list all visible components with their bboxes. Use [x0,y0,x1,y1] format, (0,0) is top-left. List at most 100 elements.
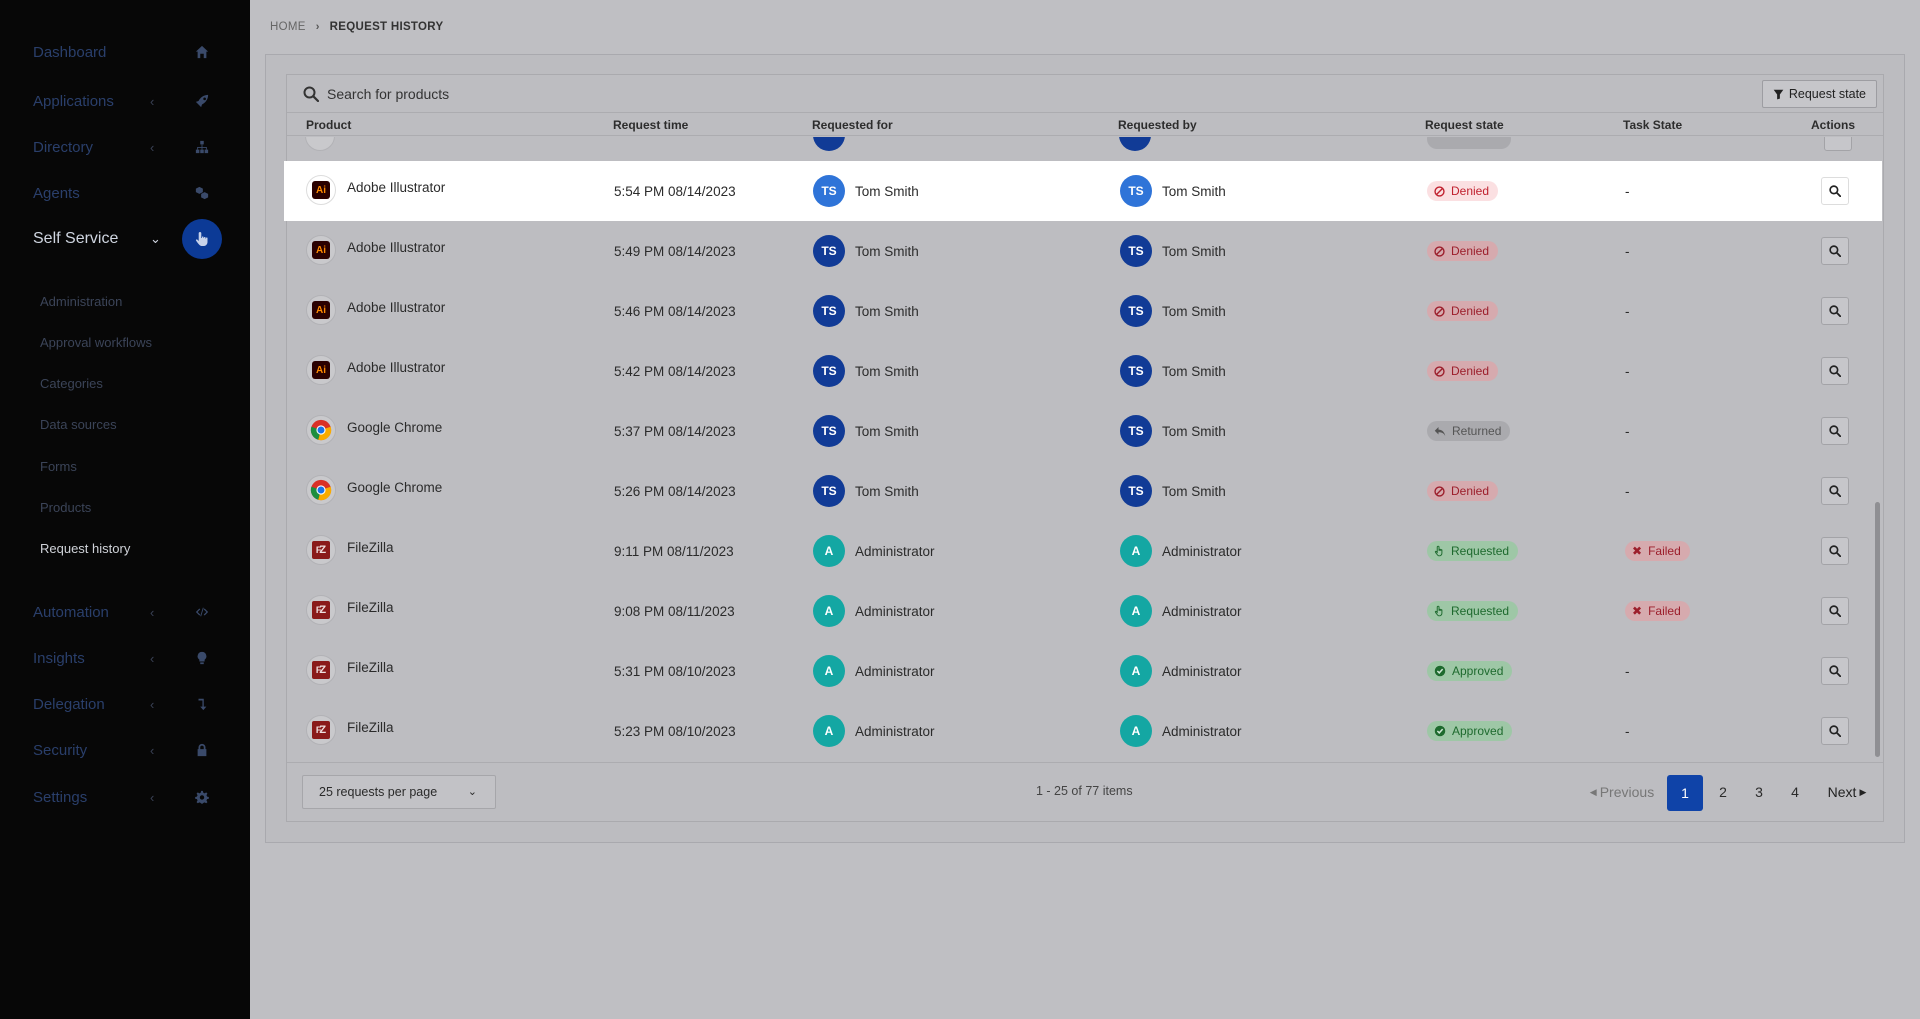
chevron-left-icon: ‹ [150,650,155,666]
page-2-button[interactable]: 2 [1719,784,1727,800]
sidebar-item-agents[interactable]: Agents [0,173,250,213]
sidebar-item-applications[interactable]: Applications ‹ [0,81,250,121]
sidebar-item-security[interactable]: Security ‹ [0,730,250,770]
requested-for: TS Tom Smith [813,161,919,221]
sidebar-subitem-administration[interactable]: Administration [40,294,123,309]
column-header-request-time[interactable]: Request time [613,118,689,132]
requested-by-name: Administrator [1162,663,1242,679]
requested-by: TS Tom Smith [1120,281,1226,341]
request-time: 5:42 PM 08/14/2023 [614,363,736,379]
adobe-illustrator-logo: Ai [312,241,330,259]
next-page-button[interactable]: Next ▶ [1825,775,1869,809]
row-actions [1821,341,1849,401]
sidebar-subitem-forms[interactable]: Forms [40,459,77,474]
table-row[interactable]: Google Chrome 5:37 PM 08/14/2023 TS Tom … [284,401,1882,461]
sidebar-subitem-request-history[interactable]: Request history [40,541,131,556]
view-details-button[interactable] [1821,537,1849,565]
column-header-product[interactable]: Product [306,118,352,132]
request-time: 5:49 PM 08/14/2023 [614,243,736,259]
view-details-button[interactable] [1821,177,1849,205]
rocket-icon [192,91,212,111]
requested-for-name: Tom Smith [855,303,919,319]
search-icon [1829,545,1841,557]
table-row[interactable]: Google Chrome 5:26 PM 08/14/2023 TS Tom … [284,461,1882,521]
sidebar-item-delegation[interactable]: Delegation ‹ [0,684,250,724]
sidebar-subitem-categories[interactable]: Categories [40,376,103,391]
page-4-button[interactable]: 4 [1791,784,1799,800]
avatar: TS [1120,415,1152,447]
sidebar-item-label: Self Service [33,230,119,247]
table-header: Product Request time Requested for Reque… [287,114,1883,136]
table-row[interactable]: Ai Adobe Illustrator 5:42 PM 08/14/2023 … [284,341,1882,401]
search-icon [1829,425,1841,437]
sidebar-item-automation[interactable]: Automation ‹ [0,592,250,632]
view-details-button[interactable] [1821,417,1849,445]
sidebar-item-dashboard[interactable]: Dashboard [0,32,250,72]
task-state: - [1625,221,1630,281]
table-row[interactable]: Ai Adobe Illustrator 5:46 PM 08/14/2023 … [284,281,1882,341]
status-badge: Denied [1427,301,1499,321]
column-header-requested-by[interactable]: Requested by [1118,118,1197,132]
column-header-requested-for[interactable]: Requested for [812,118,893,132]
requested-for-name: Tom Smith [855,423,919,439]
chevron-down-icon: ⌄ [467,786,477,798]
view-details-button[interactable] [1821,357,1849,385]
table-row[interactable]: Ai Adobe Illustrator 5:49 PM 08/14/2023 … [284,221,1882,281]
view-details-button[interactable] [1821,597,1849,625]
column-header-request-state[interactable]: Request state [1425,118,1504,132]
sitemap-icon [192,137,212,157]
page-3-button[interactable]: 3 [1755,784,1763,800]
sidebar-item-label: Dashboard [33,43,107,61]
product-name: FileZilla [347,659,394,675]
status-badge: Approved [1427,661,1513,681]
row-actions [1821,701,1849,761]
sidebar-subitem-products[interactable]: Products [40,500,92,515]
status-label: Approved [1452,664,1504,678]
status-badge: Approved [1427,721,1513,741]
status-badge: Denied [1427,181,1499,201]
view-details-button[interactable] [1821,717,1849,745]
sidebar-item-insights[interactable]: Insights ‹ [0,638,250,678]
sidebar-item-directory[interactable]: Directory ‹ [0,127,250,167]
view-details-button[interactable] [1821,477,1849,505]
chevron-right-icon: › [315,21,320,33]
sidebar-item-settings[interactable]: Settings ‹ [0,777,250,817]
product-icon [306,475,336,505]
search-icon [1829,245,1841,257]
lock-icon [192,740,212,760]
request-state-filter-button[interactable]: Request state [1761,80,1877,108]
avatar: TS [813,355,845,387]
requested-by-name: Tom Smith [1162,243,1226,259]
per-page-select[interactable]: 25 requests per page ⌄ [302,775,496,809]
sidebar-item-self-service[interactable]: Self Service ⌄ [0,219,250,259]
status-badge: Denied [1427,481,1499,501]
requested-for-name: Tom Smith [855,183,919,199]
view-details-button[interactable] [1821,657,1849,685]
filezilla-logo-letter: Z [319,664,327,676]
page-1-button[interactable]: 1 [1667,775,1703,811]
search-input[interactable] [327,84,927,104]
table-row[interactable]: Ai Adobe Illustrator 5:54 PM 08/14/2023 … [284,161,1882,221]
product-icon: Ai [306,355,336,385]
sidebar-subitem-approval-workflows[interactable]: Approval workflows [40,335,152,350]
task-state: - [1625,401,1630,461]
hand-pointer-icon [1434,545,1445,557]
column-header-task-state[interactable]: Task State [1623,118,1683,132]
previous-page-button[interactable]: ◀ Previous [1588,775,1656,809]
request-state: Requested [1427,521,1519,581]
adobe-illustrator-logo: Ai [312,361,330,379]
sidebar-subitem-data-sources[interactable]: Data sources [40,417,117,432]
breadcrumb-home[interactable]: HOME [270,21,306,33]
view-details-button[interactable] [1821,237,1849,265]
times-icon: ✖ [1632,604,1643,618]
view-details-button[interactable] [1821,297,1849,325]
search-icon [1829,305,1841,317]
table-scrollbar[interactable] [1875,502,1880,757]
